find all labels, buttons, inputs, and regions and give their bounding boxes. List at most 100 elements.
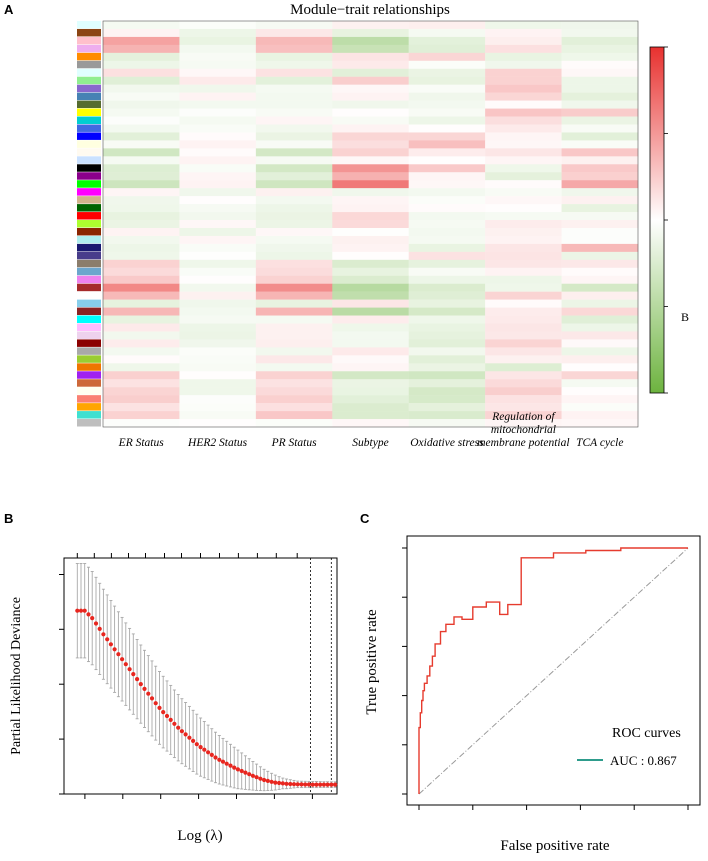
heatmap-cell (103, 124, 180, 133)
heatmap-cell (179, 419, 257, 428)
row-color-swatch (77, 275, 101, 284)
deviance-point (318, 782, 323, 787)
heatmap-cell (103, 355, 180, 364)
deviance-point (116, 652, 121, 657)
heatmap-cell (255, 307, 333, 316)
heatmap-cell (179, 172, 257, 181)
heatmap-cell (561, 220, 639, 229)
heatmap-cell (103, 164, 180, 173)
heatmap-cell (179, 124, 257, 133)
heatmap-cell (103, 116, 180, 125)
heatmap-cell (179, 212, 257, 221)
heatmap-cell (408, 132, 486, 141)
deviance-point (194, 742, 199, 747)
column-label: ER Status (118, 437, 165, 449)
heatmap-cell (255, 419, 333, 428)
heatmap-cell (179, 315, 257, 324)
heatmap-cell (408, 100, 486, 109)
row-color-swatch (77, 243, 101, 252)
lasso-x-ticks (84, 794, 313, 799)
heatmap-cell (485, 76, 562, 85)
deviance-point (239, 768, 244, 774)
heatmap-cell (332, 291, 409, 300)
heatmap-cell (485, 188, 562, 197)
heatmap-cell (332, 347, 409, 356)
heatmap-cell (332, 363, 409, 372)
heatmap-cell (103, 379, 180, 388)
heatmap-cell (408, 52, 486, 61)
heatmap-cell (485, 395, 562, 404)
deviance-point (254, 775, 259, 780)
heatmap-cell (485, 419, 562, 428)
heatmap-cell (485, 44, 562, 54)
deviance-point (108, 642, 113, 647)
row-color-swatch (77, 180, 101, 188)
heatmap-cell (255, 283, 333, 292)
heatmap-cell (103, 148, 180, 157)
row-color-swatch (77, 355, 101, 363)
row-color-swatch (77, 108, 101, 117)
heatmap-column-labels: ER Status HER2 Status PR Status Subtype Oxid… (118, 411, 624, 449)
row-color-swatch (77, 164, 101, 172)
heatmap-cell (408, 68, 486, 77)
heatmap-cell (561, 52, 639, 61)
heatmap-cell (485, 371, 562, 380)
heatmap-cell (332, 275, 409, 284)
heatmap-cell (332, 76, 409, 85)
heatmap-cell (561, 180, 639, 189)
heatmap-cell (103, 220, 180, 229)
heatmap-cell (103, 315, 180, 324)
heatmap-cell (408, 323, 486, 332)
deviance-point (142, 686, 147, 692)
heatmap-cell (485, 52, 562, 61)
heatmap-cell (485, 92, 562, 101)
lasso-x-label: Log (λ) (177, 828, 222, 844)
heatmap-cell (408, 243, 486, 253)
deviance-point (127, 667, 132, 672)
row-color-swatch (77, 419, 101, 427)
heatmap-cell (255, 92, 333, 101)
heatmap-cell (485, 275, 562, 284)
deviance-point (161, 710, 166, 715)
heatmap-cell (332, 28, 409, 38)
deviance-point (191, 738, 196, 744)
heatmap-cell (255, 251, 333, 261)
row-color-swatch (77, 283, 101, 292)
heatmap-cell (103, 419, 180, 428)
heatmap-cell (408, 235, 486, 245)
heatmap-cell (332, 180, 409, 189)
deviance-point (288, 781, 293, 787)
row-color-swatch (77, 21, 101, 29)
row-color-swatch (77, 235, 101, 244)
heatmap-cell (255, 44, 333, 54)
heatmap-cell (332, 100, 409, 109)
heatmap-cell (485, 28, 562, 38)
row-color-swatch (77, 339, 101, 347)
heatmap-cell (408, 116, 486, 125)
heatmap-cell (179, 52, 257, 61)
heatmap-cell (179, 116, 257, 125)
heatmap-cell (485, 180, 562, 189)
row-color-swatch (77, 116, 101, 124)
deviance-point (149, 696, 155, 701)
deviance-point (164, 713, 170, 719)
row-color-swatch (77, 299, 101, 308)
colorbar-ticks (664, 46, 668, 394)
heatmap-cell (485, 251, 562, 261)
deviance-point (120, 657, 125, 662)
roc-curve (418, 547, 688, 794)
heatmap-cell (179, 204, 257, 213)
heatmap-cell (103, 188, 180, 197)
roc-x-label: False positive rate (500, 838, 609, 854)
heatmap-cell (179, 235, 257, 245)
deviance-point (314, 782, 319, 787)
heatmap-cell (561, 36, 639, 46)
heatmap-cell (103, 140, 180, 149)
heatmap-cell (179, 403, 257, 412)
heatmap-cell (179, 44, 257, 54)
deviance-point (250, 773, 255, 778)
row-color-swatch (77, 251, 101, 260)
heatmap-cell (561, 331, 639, 340)
heatmap-cell (255, 76, 333, 85)
row-color-swatch (77, 371, 101, 379)
